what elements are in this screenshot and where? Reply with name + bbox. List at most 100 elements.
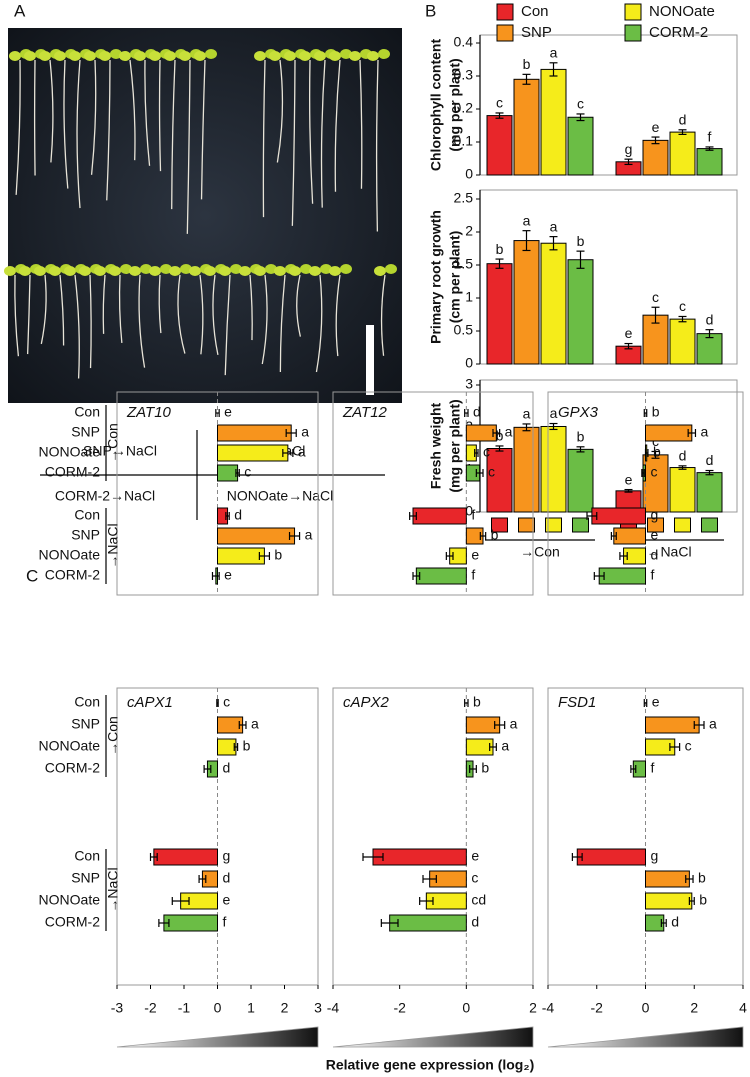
error-bar [198, 875, 207, 883]
leaf [374, 266, 386, 276]
y-tick-label: 0.3 [454, 67, 474, 83]
error-bar [651, 136, 660, 145]
significance-letter: e [224, 404, 232, 420]
error-bar [549, 62, 558, 77]
root [224, 274, 231, 376]
legend-swatch [624, 3, 642, 21]
leaf [265, 264, 277, 274]
quadrant-label: NONOate→NaCl [227, 488, 334, 504]
y-tick-label: 0.5 [454, 322, 474, 338]
error-bar [522, 423, 531, 432]
significance-letter: a [700, 424, 708, 440]
y-axis-label: Primary root growth [428, 210, 444, 344]
x-tick-label: -1 [178, 1000, 191, 1016]
x-tick-label: 0 [462, 1000, 470, 1016]
bar [486, 448, 513, 513]
significance-letter: d [679, 111, 687, 127]
leaf [239, 266, 251, 276]
error-bar [693, 721, 705, 729]
root [171, 59, 176, 210]
bar [465, 738, 494, 756]
root [158, 59, 162, 172]
significance-letter: b [698, 870, 706, 886]
x-tick-label: -4 [327, 1000, 340, 1016]
root [279, 274, 286, 372]
gene-title: ZAT12 [342, 404, 388, 421]
group-swatch [491, 517, 508, 533]
significance-letter: b [699, 892, 707, 908]
bar [645, 716, 700, 734]
error-bar [464, 699, 469, 707]
significance-letter: b [481, 760, 489, 776]
error-bar [158, 919, 170, 927]
error-bar [660, 919, 667, 927]
root [106, 59, 111, 201]
leaf [299, 51, 311, 61]
bar [540, 425, 567, 513]
error-bar [678, 465, 687, 470]
y-axis-label: (mg per plant) [447, 58, 463, 151]
significance-letter: e [224, 567, 232, 583]
legend-swatch [496, 3, 514, 21]
root [14, 274, 20, 357]
significance-letter: f [223, 914, 227, 930]
error-bar [469, 765, 477, 773]
error-bar [522, 73, 531, 85]
error-bar [586, 512, 598, 520]
significance-letter: d [706, 311, 714, 327]
leaf [94, 266, 106, 276]
error-bar [285, 429, 297, 437]
bar [372, 848, 467, 866]
significance-letter: e [223, 892, 231, 908]
plot-frame [332, 687, 534, 986]
leaf [284, 51, 296, 61]
x-tick-label: →NaCl [646, 544, 691, 560]
significance-letter: f [471, 567, 475, 583]
error-bar [494, 721, 506, 729]
root [212, 274, 219, 356]
quadrant-label: CORM-2→NaCl [55, 488, 155, 504]
error-bar [624, 342, 633, 350]
leaf [269, 51, 281, 61]
bar [217, 464, 239, 482]
leaf [205, 49, 217, 59]
error-bar [651, 450, 660, 459]
gradient-wedge [332, 1026, 534, 1048]
root [320, 59, 326, 208]
error-bar [474, 449, 479, 457]
significance-letter: b [653, 444, 661, 460]
x-tick-label: -3 [111, 1000, 124, 1016]
leaf [39, 51, 51, 61]
leaf [180, 264, 192, 274]
panel-label: A [14, 1, 26, 20]
significance-letter: g [625, 141, 633, 157]
root [308, 59, 314, 204]
significance-letter: a [510, 716, 518, 732]
row-label: CORM-2 [45, 464, 100, 480]
y-axis-label: Fresh weight [428, 402, 444, 489]
leaf [120, 264, 132, 274]
significance-letter: e [471, 547, 479, 563]
bar [415, 567, 467, 585]
significance-letter: c [496, 95, 503, 111]
bar [153, 848, 219, 866]
leaf [24, 51, 36, 61]
significance-letter: b [473, 694, 481, 710]
leaf [99, 51, 111, 61]
significance-letter: d [471, 914, 479, 930]
root [15, 59, 21, 195]
error-bar [705, 469, 714, 476]
root [63, 59, 69, 189]
leaf [19, 266, 31, 276]
bar [217, 424, 292, 442]
x-tick-label: 0 [642, 1000, 650, 1016]
y-axis-label: (mg per plant) [447, 399, 463, 492]
root [199, 274, 204, 355]
x-axis-label: Relative gene expression (log₂) [326, 1057, 535, 1073]
bar [486, 263, 513, 365]
group-label: →NaCl [105, 523, 121, 568]
leaf [149, 266, 161, 276]
significance-letter: a [505, 424, 513, 440]
significance-letter: d [223, 760, 231, 776]
leaf [149, 51, 161, 61]
